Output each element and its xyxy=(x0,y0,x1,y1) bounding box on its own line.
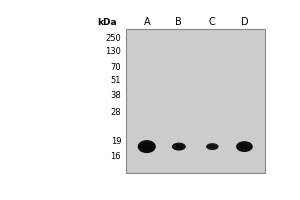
Text: kDa: kDa xyxy=(97,18,117,27)
Text: 16: 16 xyxy=(111,152,121,161)
Text: 70: 70 xyxy=(111,63,121,72)
Text: D: D xyxy=(241,17,248,27)
Ellipse shape xyxy=(142,143,152,150)
Ellipse shape xyxy=(172,143,186,151)
Text: A: A xyxy=(143,17,150,27)
Text: 19: 19 xyxy=(111,137,121,146)
Text: 51: 51 xyxy=(111,76,121,85)
Text: C: C xyxy=(209,17,216,27)
Ellipse shape xyxy=(138,140,156,153)
Ellipse shape xyxy=(240,144,249,149)
Bar xyxy=(126,29,266,173)
Ellipse shape xyxy=(209,145,216,148)
Text: 38: 38 xyxy=(110,91,121,100)
Text: 250: 250 xyxy=(106,34,121,43)
Text: 130: 130 xyxy=(105,47,121,56)
Ellipse shape xyxy=(175,145,183,149)
Ellipse shape xyxy=(236,141,253,152)
Text: B: B xyxy=(176,17,182,27)
Ellipse shape xyxy=(206,143,219,150)
Text: 28: 28 xyxy=(111,108,121,117)
